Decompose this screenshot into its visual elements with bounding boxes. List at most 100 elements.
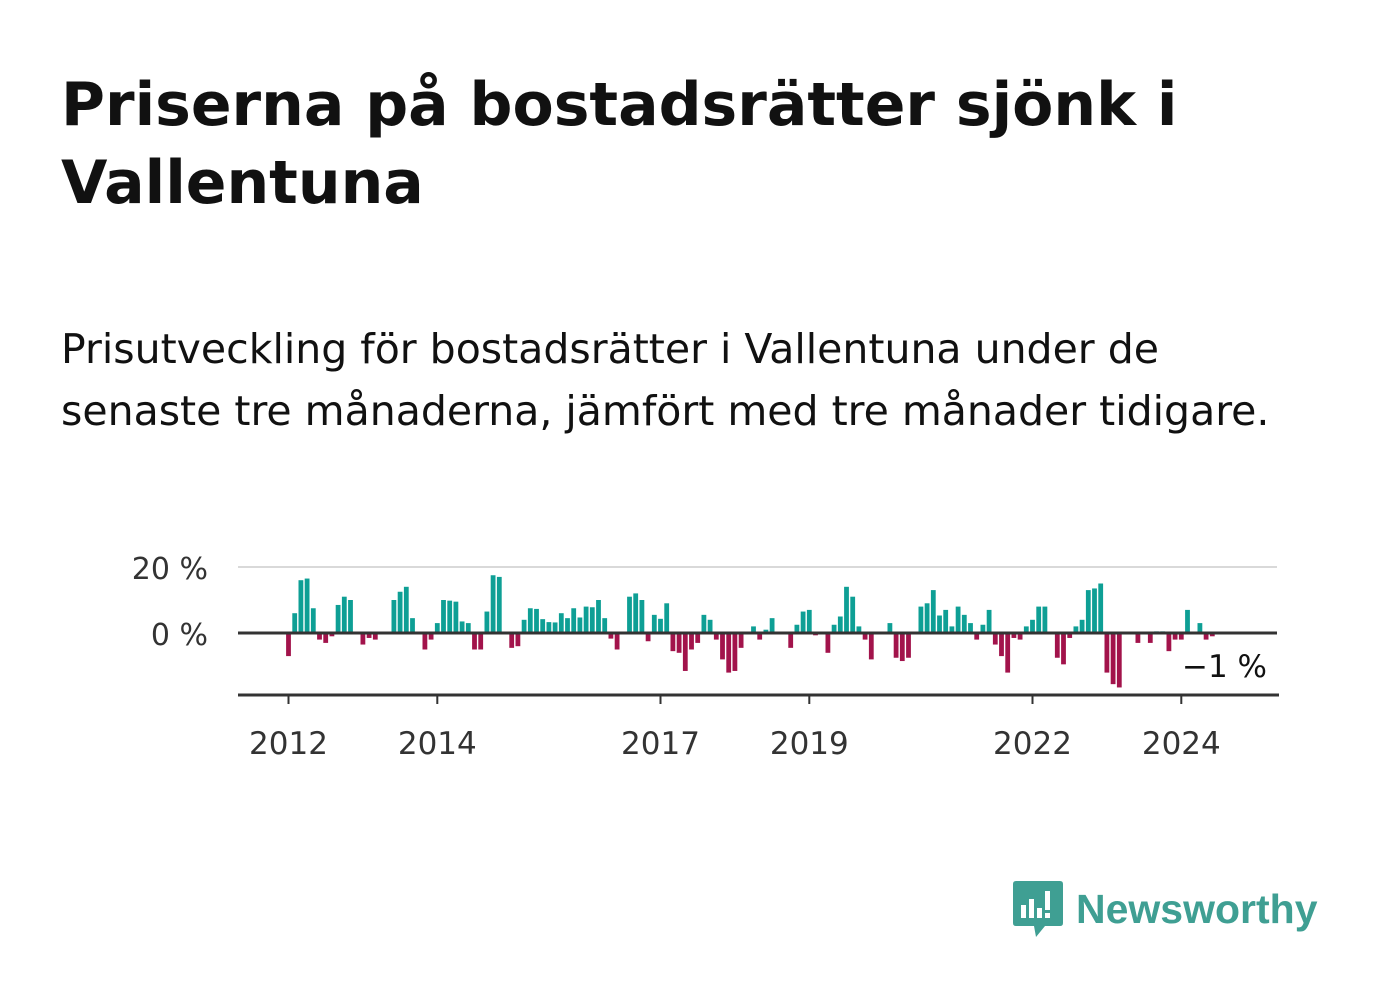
x-tick-label: 2022 <box>993 726 1072 762</box>
bar-negative <box>645 633 651 642</box>
bar-positive <box>410 618 415 633</box>
bar-positive <box>844 586 849 633</box>
bar-positive <box>453 601 459 633</box>
bar-positive <box>1185 609 1190 633</box>
bar-positive <box>763 629 769 633</box>
y-tick-label: 0 % <box>151 618 208 653</box>
bar-negative <box>1067 633 1073 638</box>
bar-positive <box>806 609 812 633</box>
bar-positive <box>664 603 670 633</box>
bar-negative <box>974 633 980 640</box>
bar-positive <box>769 618 775 633</box>
bar-negative <box>862 633 868 640</box>
bar-negative <box>825 633 831 653</box>
bar-negative <box>732 633 738 671</box>
bar-negative <box>509 633 515 648</box>
bar-positive <box>292 613 298 633</box>
bar-positive <box>1092 588 1097 633</box>
x-tick-label: 2014 <box>398 726 477 762</box>
bar-negative <box>608 633 614 639</box>
chart-subtitle: Prisutveckling för bostadsrätter i Valle… <box>61 325 1270 435</box>
bar-positive <box>986 609 992 633</box>
bar-negative <box>360 633 366 645</box>
bar-positive <box>918 606 924 633</box>
bar-positive <box>348 600 353 633</box>
bar-negative <box>323 633 329 643</box>
bar-positive <box>1042 606 1048 633</box>
bar-positive <box>658 618 663 633</box>
bar-negative <box>515 633 521 647</box>
x-tick-label: 2019 <box>770 726 849 762</box>
bar-positive <box>596 600 601 633</box>
bar-positive <box>800 611 806 633</box>
bar-positive <box>856 626 862 633</box>
bar-negative <box>1147 633 1153 643</box>
bar-negative <box>757 633 763 640</box>
bar-positive <box>980 624 986 633</box>
bar-positive <box>397 591 403 633</box>
bar-positive <box>837 616 843 633</box>
bar-negative <box>1110 633 1116 685</box>
bar-negative <box>478 633 484 650</box>
bar-positive <box>465 623 471 633</box>
bar-positive <box>1073 626 1079 633</box>
bar-negative <box>1178 633 1184 640</box>
bar-positive <box>955 606 961 633</box>
bar-negative <box>472 633 477 650</box>
bar-positive <box>583 606 589 633</box>
bar-negative <box>1054 633 1060 658</box>
bar-positive <box>496 576 502 633</box>
x-tick-label: 2012 <box>249 726 328 762</box>
bar-negative <box>366 633 372 638</box>
bar-positive <box>937 615 942 633</box>
bar-negative <box>614 633 620 650</box>
bar-negative <box>1116 633 1122 688</box>
bar-positive <box>961 614 967 633</box>
bar-positive <box>701 614 707 633</box>
bar-negative <box>992 633 998 645</box>
bar-negative <box>1203 633 1209 640</box>
bar-positive <box>831 624 837 633</box>
newsworthy-logo: Newsworthy <box>1012 878 1318 940</box>
bar-positive <box>707 619 713 633</box>
bar-positive <box>310 608 316 633</box>
y-tick-label: 20 % <box>132 552 208 587</box>
bar-positive <box>304 578 310 633</box>
bar-negative <box>317 633 322 640</box>
bar-positive <box>633 593 639 633</box>
bar-positive <box>589 607 595 633</box>
bar-positive <box>341 596 347 633</box>
bar-positive <box>335 604 341 633</box>
bar-negative <box>899 633 905 662</box>
bar-positive <box>1036 606 1042 633</box>
bar-negative <box>329 633 335 637</box>
bar-chart: 20 % 0 % 2012 2014 2017 2019 2022 2024 −1 % <box>132 552 1279 762</box>
bar-negative <box>906 633 911 658</box>
brand-name: Newsworthy <box>1076 885 1318 932</box>
bar-positive <box>627 596 632 633</box>
bar-positive <box>534 608 539 633</box>
newsworthy-logo-icon <box>1013 881 1063 937</box>
bar-positive <box>577 617 583 633</box>
bar-positive <box>441 600 446 633</box>
bar-negative <box>1135 633 1141 643</box>
bar-positive <box>949 626 955 633</box>
bar-negative <box>428 633 434 640</box>
bar-negative <box>713 633 719 640</box>
last-value-label: −1 % <box>1182 649 1267 685</box>
bar-positive <box>930 590 936 633</box>
bar-positive <box>459 621 465 633</box>
bar-positive <box>943 609 949 633</box>
bar-positive <box>1085 590 1091 633</box>
bar-negative <box>676 633 682 653</box>
bar-negative <box>1166 633 1172 652</box>
bar-positive <box>1098 583 1104 633</box>
bar-positive <box>434 623 440 633</box>
bar-negative <box>1209 633 1215 637</box>
bar-negative <box>422 633 428 650</box>
bar-negative <box>868 633 874 660</box>
chart-title: Priserna på bostadsrätter sjönk i Vallen… <box>61 70 1178 218</box>
bar-positive <box>639 600 645 633</box>
bar-negative <box>1017 633 1023 640</box>
bar-positive <box>391 600 397 633</box>
